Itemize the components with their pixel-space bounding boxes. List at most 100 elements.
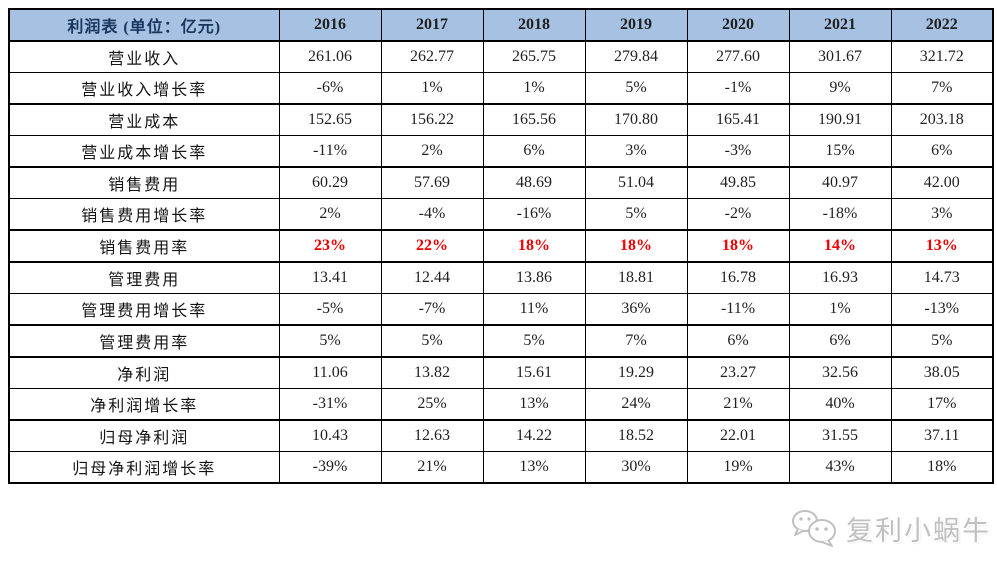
row-value: 5% <box>584 198 688 231</box>
row-value: 1% <box>788 293 892 326</box>
row-label: 归母净利润 <box>8 419 280 452</box>
wechat-icon <box>790 508 838 548</box>
table-row: 销售费用 60.29 57.69 48.69 51.04 49.85 40.97 42.00 <box>8 166 994 199</box>
row-value: 6% <box>890 135 994 168</box>
row-value: 13% <box>482 388 586 421</box>
table-row: 归母净利润 10.43 12.63 14.22 18.52 22.01 31.55 37.11 <box>8 419 994 452</box>
row-value: 190.91 <box>788 103 892 136</box>
row-label: 净利润 <box>8 356 280 389</box>
row-value: -13% <box>890 293 994 326</box>
row-value: 37.11 <box>890 419 994 452</box>
row-value: 13.82 <box>380 356 484 389</box>
row-value: -5% <box>278 293 382 326</box>
row-value: -18% <box>788 198 892 231</box>
row-value: 18.52 <box>584 419 688 452</box>
row-value: 30% <box>584 451 688 484</box>
row-value: 265.75 <box>482 40 586 73</box>
row-value: -31% <box>278 388 382 421</box>
row-value: 38.05 <box>890 356 994 389</box>
row-value: -16% <box>482 198 586 231</box>
table-header-row: 利润表 (单位：亿元) 2016 2017 2018 2019 2020 2021 2022 <box>8 8 994 42</box>
row-label: 营业成本 <box>8 103 280 136</box>
row-value: 15.61 <box>482 356 586 389</box>
row-value: 42.00 <box>890 166 994 199</box>
row-value: 14.22 <box>482 419 586 452</box>
table-row: 管理费用率 5% 5% 5% 7% 6% 6% 5% <box>8 324 994 358</box>
table-row: 营业成本增长率 -11% 2% 6% 3% -3% 15% 6% <box>8 135 994 168</box>
row-value: -4% <box>380 198 484 231</box>
table-body: 营业收入 261.06 262.77 265.75 279.84 277.60 301.67… <box>8 40 994 484</box>
row-value: 9% <box>788 72 892 105</box>
row-value: 40.97 <box>788 166 892 199</box>
row-value: 13% <box>482 451 586 484</box>
year-header-2018: 2018 <box>482 8 586 42</box>
watermark: 复利小蜗牛 <box>790 508 991 548</box>
row-value: 49.85 <box>686 166 790 199</box>
year-header-2022: 2022 <box>890 8 994 42</box>
row-value: 23% <box>278 229 382 263</box>
row-value: 5% <box>278 324 382 358</box>
row-value: 5% <box>584 72 688 105</box>
row-value: 19% <box>686 451 790 484</box>
row-value: -7% <box>380 293 484 326</box>
row-value: 7% <box>890 72 994 105</box>
row-label: 归母净利润增长率 <box>8 451 280 484</box>
table-row: 管理费用 13.41 12.44 13.86 18.81 16.78 16.93 14.73 <box>8 261 994 294</box>
table-row: 管理费用增长率 -5% -7% 11% 36% -11% 1% -13% <box>8 293 994 326</box>
row-value: -6% <box>278 72 382 105</box>
row-value: 15% <box>788 135 892 168</box>
row-value: 40% <box>788 388 892 421</box>
row-value: 18% <box>584 229 688 263</box>
row-value: 10.43 <box>278 419 382 452</box>
row-value: 261.06 <box>278 40 382 73</box>
row-value: 12.63 <box>380 419 484 452</box>
row-value: 277.60 <box>686 40 790 73</box>
year-header-2020: 2020 <box>686 8 790 42</box>
row-value: -39% <box>278 451 382 484</box>
row-value: 1% <box>380 72 484 105</box>
row-label: 销售费用率 <box>8 229 280 263</box>
row-value: 1% <box>482 72 586 105</box>
row-value: 11.06 <box>278 356 382 389</box>
table-row: 营业收入 261.06 262.77 265.75 279.84 277.60 301.67… <box>8 40 994 73</box>
table-row: 销售费用率 23% 22% 18% 18% 18% 14% 13% <box>8 229 994 263</box>
row-value: 43% <box>788 451 892 484</box>
year-header-2021: 2021 <box>788 8 892 42</box>
row-value: 165.41 <box>686 103 790 136</box>
row-value: 12.44 <box>380 261 484 294</box>
row-value: 13% <box>890 229 994 263</box>
row-value: 19.29 <box>584 356 688 389</box>
row-value: 22.01 <box>686 419 790 452</box>
row-value: 165.56 <box>482 103 586 136</box>
row-value: 203.18 <box>890 103 994 136</box>
row-value: -3% <box>686 135 790 168</box>
row-value: 5% <box>380 324 484 358</box>
row-value: 6% <box>482 135 586 168</box>
row-value: 262.77 <box>380 40 484 73</box>
row-value: 7% <box>584 324 688 358</box>
row-value: -11% <box>686 293 790 326</box>
row-value: 5% <box>482 324 586 358</box>
year-header-2016: 2016 <box>278 8 382 42</box>
row-value: 2% <box>380 135 484 168</box>
row-value: 3% <box>890 198 994 231</box>
row-label: 营业成本增长率 <box>8 135 280 168</box>
row-value: 14% <box>788 229 892 263</box>
row-value: 152.65 <box>278 103 382 136</box>
row-label: 净利润增长率 <box>8 388 280 421</box>
row-value: 13.41 <box>278 261 382 294</box>
row-label: 管理费用率 <box>8 324 280 358</box>
row-value: 3% <box>584 135 688 168</box>
table-row: 归母净利润增长率 -39% 21% 13% 30% 19% 43% 18% <box>8 451 994 484</box>
row-value: 51.04 <box>584 166 688 199</box>
row-value: 14.73 <box>890 261 994 294</box>
row-value: 22% <box>380 229 484 263</box>
row-label: 销售费用 <box>8 166 280 199</box>
row-value: 21% <box>380 451 484 484</box>
row-value: -11% <box>278 135 382 168</box>
row-label: 销售费用增长率 <box>8 198 280 231</box>
table-row: 净利润 11.06 13.82 15.61 19.29 23.27 32.56 38.05 <box>8 356 994 389</box>
row-value: 21% <box>686 388 790 421</box>
row-value: 18% <box>686 229 790 263</box>
